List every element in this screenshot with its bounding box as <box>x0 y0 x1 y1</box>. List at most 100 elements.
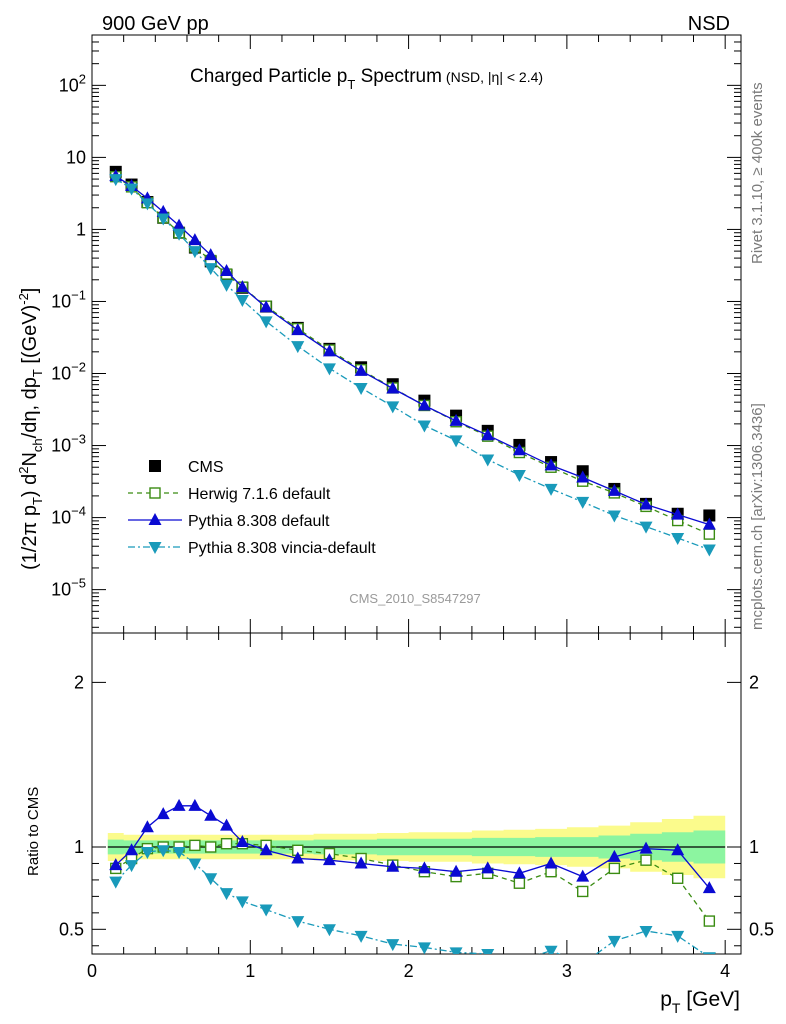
ratio-point <box>417 942 431 954</box>
ratio-plot-frame <box>91 632 742 955</box>
ratio-point <box>172 798 186 811</box>
chart-title: Charged Particle pT Spectrum (NSD, |η| < … <box>190 66 543 92</box>
data-point <box>220 263 234 276</box>
ratio-point <box>639 841 653 854</box>
legend-marker <box>149 460 161 472</box>
data-point <box>172 218 186 231</box>
legend: CMS Herwig 7.1.6 default Pythia 8.308 defa… <box>128 459 376 557</box>
legend-label: CMS <box>188 459 224 476</box>
ratio-y-tick-label-right: 2 <box>749 672 759 692</box>
data-point <box>140 198 154 211</box>
main-y-ticks: 10−5 10−4 10−3 10−2 10−1 1 10 102 <box>51 34 741 633</box>
ratio-point <box>204 808 218 821</box>
ratio-point <box>235 835 249 848</box>
ratio-series-pythia-8-308-default <box>109 798 716 894</box>
ratio-point <box>188 858 202 871</box>
data-point <box>386 381 400 394</box>
ratio-point <box>513 877 526 889</box>
main-y-label: (1/2π pT) d2Nch/dη, dpT [(GeV)-2] <box>16 288 45 570</box>
legend-label: Pythia 8.308 vincia-default <box>188 540 376 557</box>
data-point <box>235 294 249 307</box>
legend-marker <box>149 487 161 499</box>
ratio-point <box>172 846 186 859</box>
ratio-point <box>386 939 400 952</box>
data-point <box>576 496 590 509</box>
y-tick-label: 102 <box>59 71 86 95</box>
ratio-point <box>607 849 621 862</box>
ratio-point <box>608 862 621 875</box>
ratio-y-tick-label-right: 1 <box>749 837 759 857</box>
ratio-point <box>481 861 495 874</box>
ratio-y-tick-label: 2 <box>74 672 84 692</box>
ratio-point <box>188 798 202 811</box>
ratio-point <box>513 956 526 968</box>
rivet-label: Rivet 3.1.10, ≥ 400k events <box>749 82 766 264</box>
ratio-point <box>577 885 589 898</box>
data-point <box>204 248 218 261</box>
data-point <box>703 509 716 522</box>
data-point <box>291 323 305 336</box>
data-point <box>386 401 400 414</box>
main-series <box>109 165 716 557</box>
ratio-point <box>109 858 123 871</box>
ratio-point <box>702 881 716 894</box>
legend-label: Pythia 8.308 default <box>188 513 330 530</box>
data-point <box>417 420 431 433</box>
ratio-point <box>140 846 154 859</box>
legend-label: Herwig 7.1.6 default <box>188 486 331 503</box>
ratio-series-pythia-8-308-vincia-default <box>109 845 716 971</box>
ratio-point <box>322 853 336 866</box>
legend-marker <box>148 513 162 525</box>
data-point <box>703 528 716 540</box>
header-right: NSD <box>688 13 730 35</box>
ratio-y-tick-label-right: 0.5 <box>749 919 774 939</box>
ratio-point <box>354 856 368 869</box>
ratio-point <box>259 843 273 856</box>
y-tick-label: 10−3 <box>51 432 86 456</box>
ratio-point <box>205 841 217 853</box>
data-point <box>172 228 186 241</box>
data-point <box>607 510 621 523</box>
ratio-point <box>449 864 463 877</box>
data-point <box>109 174 123 187</box>
y-tick-label: 10−1 <box>51 287 86 311</box>
ratio-y-tick-label: 0.5 <box>59 919 84 939</box>
series-line <box>115 175 710 526</box>
data-point <box>702 517 716 530</box>
x-tick-label: 4 <box>720 961 730 981</box>
data-point <box>188 246 202 259</box>
data-point <box>354 382 368 395</box>
ratio-point <box>544 945 558 954</box>
mcplots-label: mcplots.cern.ch [arXiv:1306.3436] <box>749 403 766 630</box>
series-herwig-7-1-6-default <box>110 170 716 540</box>
ratio-panel: 0.5 0.5 1 1 2 2 0 1 2 3 4 Ratio to CMS pT [GeV] <box>25 632 774 1016</box>
data-point <box>639 521 653 534</box>
data-point <box>322 363 336 376</box>
data-point <box>639 497 653 510</box>
ratio-y-label: Ratio to CMS <box>25 787 42 876</box>
ratio-point <box>125 860 139 873</box>
data-point <box>188 233 202 246</box>
data-point <box>481 454 495 467</box>
watermark: CMS_2010_S8547297 <box>349 591 481 606</box>
ratio-point <box>544 856 558 869</box>
legend-marker <box>148 542 162 554</box>
data-point <box>259 316 273 329</box>
data-point <box>235 280 249 293</box>
ratio-point <box>639 925 653 938</box>
data-point <box>512 470 526 483</box>
header-left: 900 GeV pp <box>102 13 209 35</box>
data-point <box>544 458 558 471</box>
ratio-point <box>481 949 495 954</box>
ratio-point <box>449 947 463 954</box>
ratio-point <box>204 873 218 886</box>
ratio-point <box>322 924 336 937</box>
data-point <box>449 413 463 426</box>
series-pythia-8-308-vincia-default <box>109 174 716 557</box>
ratio-point <box>220 818 234 831</box>
y-tick-label: 10−2 <box>51 360 86 384</box>
ratio-y-tick-label: 1 <box>74 837 84 857</box>
ratio-point <box>386 859 400 872</box>
ratio-point <box>576 959 589 971</box>
ratio-point <box>702 952 716 954</box>
